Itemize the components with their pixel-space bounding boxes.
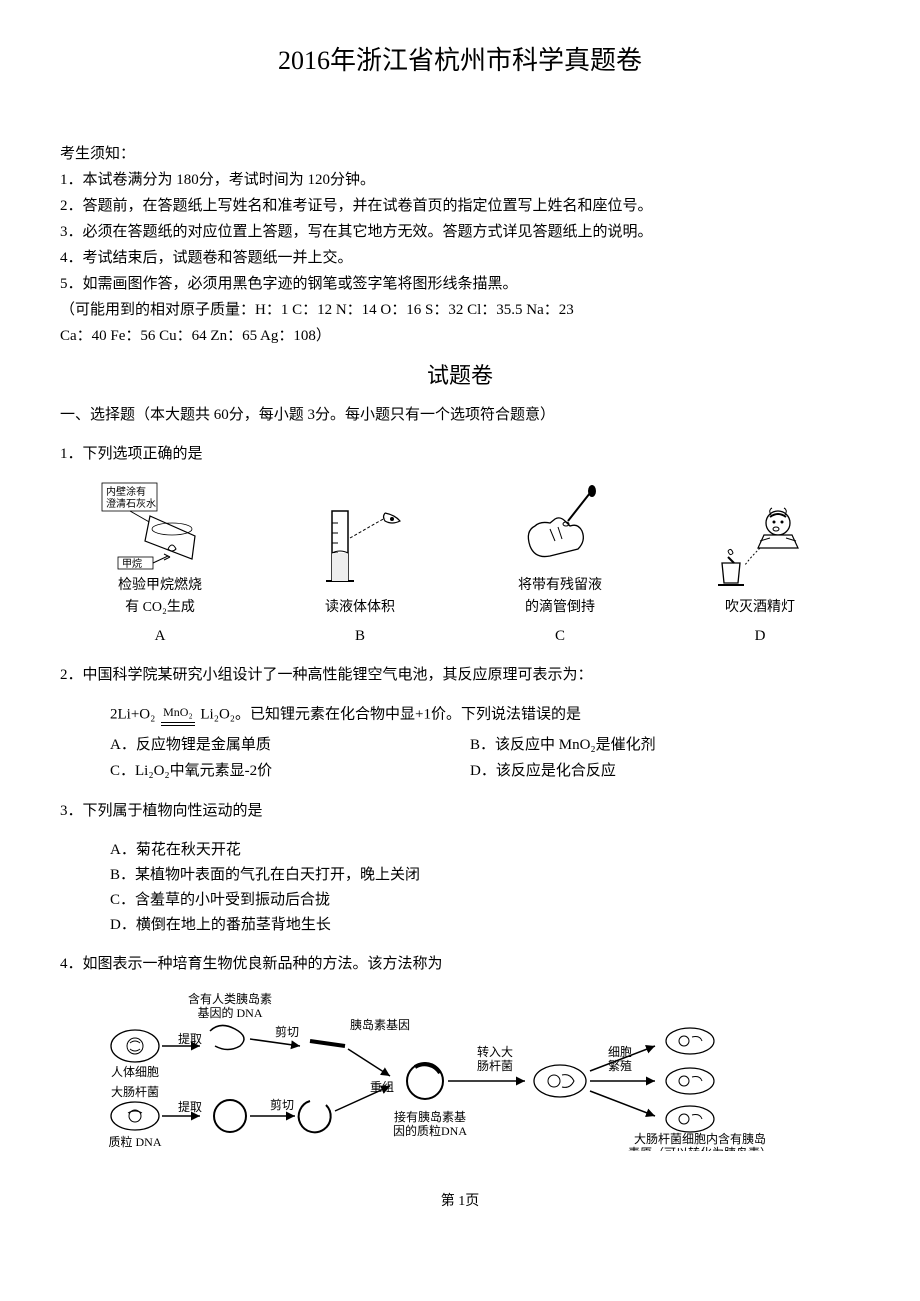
atomic-masses-line2: Ca：40 Fe：56 Cu：64 Zn：65 Ag：108） bbox=[60, 324, 860, 348]
q4-label-a2: 基因的 DNA bbox=[198, 1005, 263, 1020]
q4-label-l2: 素原（可以转化为胰岛素） bbox=[628, 1145, 772, 1151]
q4-label-b: 人体细胞 bbox=[111, 1065, 159, 1079]
q1-letter-d: D bbox=[664, 624, 856, 648]
instructions-block: 考生须知： 1．本试卷满分为 180分，考试时间为 120分钟。 2．答题前，在… bbox=[60, 142, 860, 348]
q4-label-f1: 剪切 bbox=[275, 1024, 299, 1039]
instruction-item: 1．本试卷满分为 180分，考试时间为 120分钟。 bbox=[60, 168, 860, 192]
q3-opt-b: B．某植物叶表面的气孔在白天打开，晚上关闭 bbox=[110, 863, 860, 887]
q1-letters: A B C D bbox=[60, 624, 860, 648]
q4-label-e2: 提取 bbox=[178, 1099, 202, 1114]
q3-stem: 3．下列属于植物向性运动的是 bbox=[60, 799, 860, 823]
q1-captionC: 将带有残留液 的滴管倒持 bbox=[464, 575, 656, 620]
figA-label1: 内壁涂有 bbox=[106, 485, 146, 498]
question-4: 4．如图表示一种培育生物优良新品种的方法。该方法称为 含有人类胰岛素 基因的 D… bbox=[60, 952, 860, 1151]
q1-letter-b: B bbox=[264, 624, 456, 648]
blow-lamp-icon bbox=[700, 503, 820, 593]
q4-label-j2: 肠杆菌 bbox=[477, 1059, 513, 1073]
q2-eq-right: Li₂O₂。已知锂元素在化合物中显+1价。下列说法错误的是 bbox=[200, 706, 581, 722]
beaker-methane-icon: 内壁涂有 澄清石灰水 甲烷 bbox=[100, 481, 220, 571]
instruction-item: 2．答题前，在答题纸上写姓名和准考证号，并在试卷首页的指定位置写上姓名和座位号。 bbox=[60, 194, 860, 218]
q1-figB bbox=[264, 503, 456, 593]
q1-captionD: 吹灭酒精灯 bbox=[664, 597, 856, 619]
question-2: 2．中国科学院某研究小组设计了一种高性能锂空气电池，其反应原理可表示为： 2Li… bbox=[60, 663, 860, 784]
subtitle: 试题卷 bbox=[60, 358, 860, 393]
q2-eq-left: 2Li+O₂ bbox=[110, 706, 155, 722]
q4-diagram: 含有人类胰岛素 基因的 DNA 人体细胞 提取 剪切 胰岛素基因 大肠杆菌 质粒… bbox=[100, 991, 860, 1151]
question-1: 1．下列选项正确的是 内壁涂有 澄清石灰水 甲烷 bbox=[60, 442, 860, 648]
q4-label-g: 胰岛素基因 bbox=[350, 1017, 410, 1032]
q4-label-c: 大肠杆菌 bbox=[111, 1085, 159, 1099]
figA-label2: 澄清石灰水 bbox=[106, 497, 156, 510]
q3-opt-c: C．含羞草的小叶受到振动后合拢 bbox=[110, 888, 860, 912]
q4-label-e1: 提取 bbox=[178, 1031, 202, 1046]
figA-label3: 甲烷 bbox=[122, 557, 142, 570]
q1-stem: 1．下列选项正确的是 bbox=[60, 442, 860, 466]
q1-option-c: 将带有残留液 的滴管倒持 bbox=[464, 481, 656, 620]
q1-option-a: 内壁涂有 澄清石灰水 甲烷 检验甲烷燃烧 有 CO₂生成 bbox=[64, 481, 256, 620]
q2-opt-c: C．Li₂O₂中氧元素显-2价 bbox=[110, 759, 470, 783]
q4-label-f2: 剪切 bbox=[270, 1097, 294, 1112]
q4-label-j1: 转入大 bbox=[477, 1044, 513, 1059]
q4-label-a1: 含有人类胰岛素 bbox=[188, 991, 272, 1006]
gene-engineering-diagram-icon: 含有人类胰岛素 基因的 DNA 人体细胞 提取 剪切 胰岛素基因 大肠杆菌 质粒… bbox=[100, 991, 800, 1151]
question-3: 3．下列属于植物向性运动的是 A．菊花在秋天开花 B．某植物叶表面的气孔在白天打… bbox=[60, 799, 860, 937]
q4-label-l1: 大肠杆菌细胞内含有胰岛 bbox=[634, 1131, 766, 1146]
q1-letter-c: C bbox=[464, 624, 656, 648]
q1-figC bbox=[464, 481, 656, 571]
instructions-header: 考生须知： bbox=[60, 142, 860, 166]
graduated-cylinder-icon bbox=[300, 503, 420, 593]
q3-options: A．菊花在秋天开花 B．某植物叶表面的气孔在白天打开，晚上关闭 C．含羞草的小叶… bbox=[60, 838, 860, 937]
section1-intro: 一、选择题（本大题共 60分，每小题 3分。每小题只有一个选项符合题意） bbox=[60, 403, 860, 427]
atomic-masses: （可能用到的相对原子质量：H：1 C：12 N：14 O：16 S：32 Cl：… bbox=[60, 298, 860, 322]
page-title: 2016年浙江省杭州市科学真题卷 bbox=[60, 40, 860, 82]
q2-eq-catalyst: MnO₂ bbox=[161, 703, 195, 723]
q4-label-i1: 接有胰岛素基 bbox=[394, 1109, 466, 1124]
q1-options-row: 内壁涂有 澄清石灰水 甲烷 检验甲烷燃烧 有 CO₂生成 bbox=[60, 481, 860, 620]
q1-figA: 内壁涂有 澄清石灰水 甲烷 bbox=[64, 481, 256, 571]
q2-equation: 2Li+O₂ MnO₂ Li₂O₂。已知锂元素在化合物中显+1价。下列说法错误的… bbox=[60, 702, 860, 728]
q3-opt-d: D．横倒在地上的番茄茎背地生长 bbox=[110, 913, 860, 937]
dropper-hand-icon bbox=[500, 481, 620, 571]
q1-figD bbox=[664, 503, 856, 593]
q1-option-b: 读液体体积 bbox=[264, 503, 456, 619]
instruction-item: 3．必须在答题纸的对应位置上答题，写在其它地方无效。答题方式详见答题纸上的说明。 bbox=[60, 220, 860, 244]
q4-label-d: 质粒 DNA bbox=[109, 1134, 162, 1149]
q1-captionA: 检验甲烷燃烧 有 CO₂生成 bbox=[64, 575, 256, 620]
q2-opt-d: D．该反应是化合反应 bbox=[470, 759, 830, 783]
q2-stem: 2．中国科学院某研究小组设计了一种高性能锂空气电池，其反应原理可表示为： bbox=[60, 663, 860, 687]
q1-letter-a: A bbox=[64, 624, 256, 648]
instruction-item: 5．如需画图作答，必须用黑色字迹的钢笔或签字笔将图形线条描黑。 bbox=[60, 272, 860, 296]
q4-label-h: 重组 bbox=[370, 1080, 394, 1094]
q3-opt-a: A．菊花在秋天开花 bbox=[110, 838, 860, 862]
instruction-item: 4．考试结束后，试题卷和答题纸一并上交。 bbox=[60, 246, 860, 270]
q2-options: A．反应物锂是金属单质 B．该反应中 MnO₂是催化剂 C．Li₂O₂中氧元素显… bbox=[60, 732, 860, 784]
q2-opt-a: A．反应物锂是金属单质 bbox=[110, 733, 470, 757]
q1-captionB: 读液体体积 bbox=[264, 597, 456, 619]
page-footer: 第 1页 bbox=[60, 1191, 860, 1213]
q2-opt-b: B．该反应中 MnO₂是催化剂 bbox=[470, 733, 830, 757]
q1-option-d: 吹灭酒精灯 bbox=[664, 503, 856, 619]
q4-label-i2: 因的质粒DNA bbox=[393, 1123, 467, 1138]
q4-stem: 4．如图表示一种培育生物优良新品种的方法。该方法称为 bbox=[60, 952, 860, 976]
